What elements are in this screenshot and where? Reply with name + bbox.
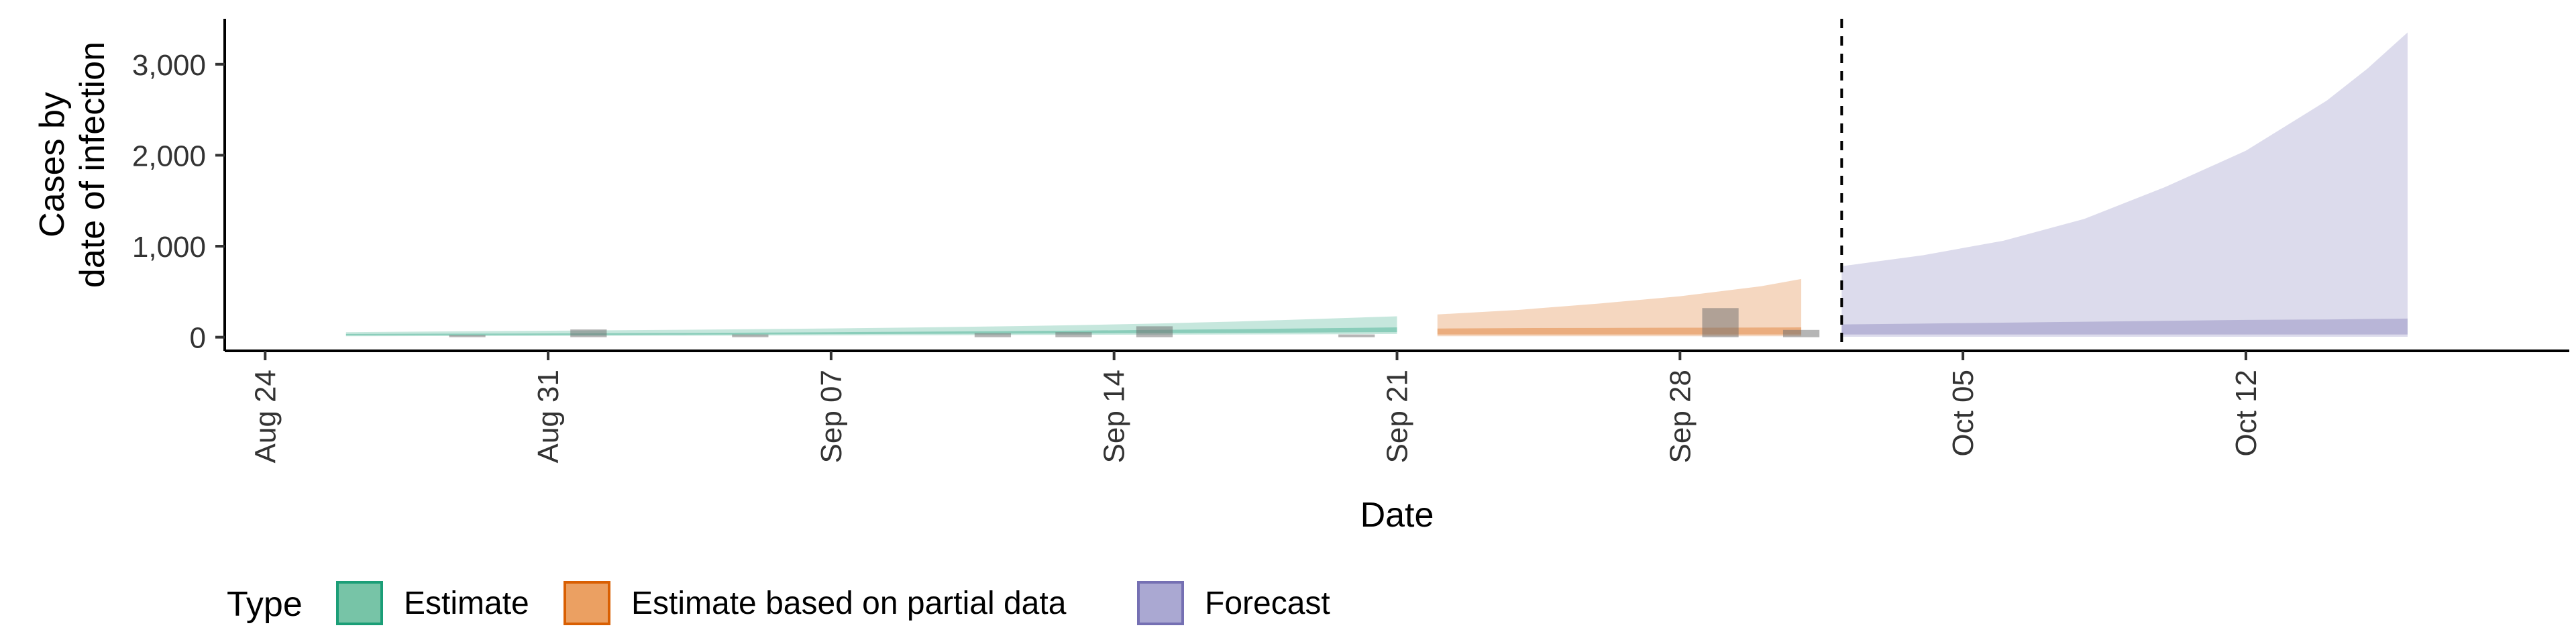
reported-case-bars	[449, 308, 1820, 337]
y-tick-label: 3,000	[132, 49, 206, 82]
reported-case-bar	[1136, 326, 1173, 337]
reported-case-bar	[1338, 334, 1375, 337]
reported-case-bar	[1782, 329, 1820, 337]
x-tick-label: Aug 24	[249, 370, 282, 463]
y-axis-title-line: Cases by	[33, 92, 72, 237]
x-tick-label: Aug 31	[532, 370, 565, 463]
reported-case-bar	[732, 334, 769, 337]
x-tick-label: Sep 28	[1664, 370, 1697, 463]
y-axis-title-line: date of infection	[73, 42, 112, 288]
x-axis-ticks: Aug 24 Aug 31 Sep 07 Sep 14 Sep 21 Sep 28 Oct …	[249, 351, 2263, 463]
y-axis-title: Cases bydate of infection	[33, 42, 112, 288]
x-axis-title: Date	[1360, 496, 1434, 535]
legend-label: Estimate based on partial data	[631, 586, 1067, 621]
legend-title: Type	[227, 585, 303, 624]
x-tick-label: Sep 07	[815, 370, 848, 463]
legend-key	[336, 581, 383, 625]
series-0-inner-band	[345, 327, 1397, 335]
legend: Type Estimate Estimate based on partial d…	[227, 581, 1330, 625]
legend-label: Estimate	[404, 586, 529, 621]
x-tick-label: Oct 12	[2230, 370, 2263, 457]
series-areas	[345, 32, 2408, 337]
y-tick-label: 0	[190, 322, 206, 355]
reported-case-bar	[449, 335, 486, 337]
y-tick-label: 2,000	[132, 140, 206, 172]
series-2-inner-band	[1841, 318, 2408, 335]
legend-key	[564, 581, 610, 625]
x-tick-label: Oct 05	[1947, 370, 1980, 457]
reported-case-bar	[570, 329, 607, 337]
y-axis-ticks: 0 1,000 2,000 3,000	[132, 49, 225, 355]
series-2-outer-band	[1841, 32, 2408, 337]
legend-label: Forecast	[1205, 586, 1330, 621]
series-1-inner-band	[1437, 327, 1802, 335]
reported-case-bar	[1055, 332, 1092, 337]
x-tick-label: Sep 21	[1381, 370, 1414, 463]
reported-case-bar	[1702, 308, 1739, 337]
series-0-outer-band	[345, 316, 1397, 337]
legend-key	[1137, 581, 1184, 625]
reported-case-bar	[974, 333, 1012, 337]
y-tick-label: 1,000	[132, 231, 206, 264]
x-tick-label: Sep 14	[1098, 370, 1131, 463]
